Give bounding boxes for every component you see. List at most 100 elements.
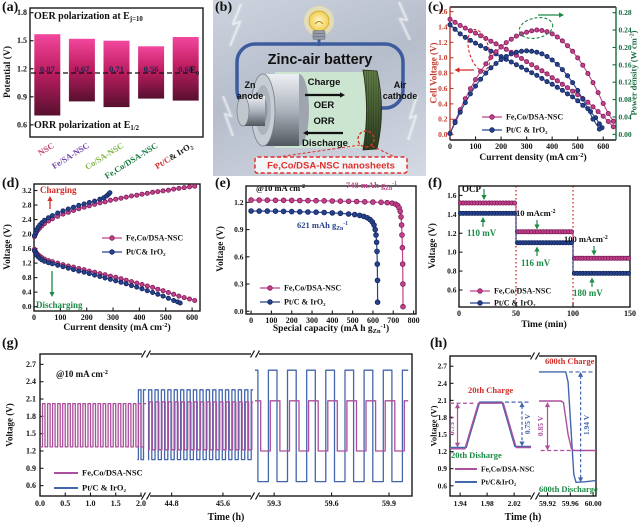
nanosheet-highlight-circle [357,130,375,148]
svg-text:1.0: 1.0 [438,53,448,62]
svg-text:2.4: 2.4 [26,377,36,386]
svg-text:0.08: 0.08 [619,95,632,104]
svg-text:1.5: 1.5 [438,430,448,439]
series-ptc-steps [457,210,631,276]
svg-text:0.9: 0.9 [26,464,36,473]
svg-text:Pt/C & IrO₂: Pt/C & IrO₂ [284,298,326,307]
lightning-decoration [220,0,420,141]
zn-anode [236,73,309,147]
panel-c-polarization-chart: (c) 0 100 200 300 400 500 600 0.0 0.2 0.4 0.6 0.8 1.0… [426,0,640,176]
svg-text:59.9: 59.9 [382,499,396,508]
svg-text:1.2: 1.2 [234,198,244,207]
feco-capacity-label: 748 mAh gZn-1 [346,180,398,192]
svg-text:300: 300 [521,142,533,151]
svg-text:0.68: 0.68 [178,64,193,74]
svg-text:Zinc-air battery: Zinc-air battery [268,52,373,68]
svg-text:1.98: 1.98 [481,499,494,508]
svg-text:1.0: 1.0 [85,499,95,508]
y-axis-title: Potential (V) [3,46,14,98]
svg-text:2.8: 2.8 [22,201,32,210]
svg-text:1.2: 1.2 [26,446,36,455]
svg-text:Discharge: Discharge [302,138,348,149]
svg-text:Pt/C & IrO₂: Pt/C & IrO₂ [506,126,548,135]
power-curves-ellipse [518,17,554,39]
svg-text:100: 100 [54,313,66,322]
panel-h-canvas: 0.6 0.9 1.2 1.5 1.8 2.1 2.4 2.7 1.94 1.98 2.02 59.9… [438,352,602,508]
svg-text:500: 500 [347,316,359,325]
svg-text:0.56: 0.56 [144,64,159,74]
svg-text:0.0: 0.0 [438,130,448,139]
panel-b-label: (b) [215,0,233,15]
light-bulb-icon [304,6,334,40]
svg-text:1.6: 1.6 [22,244,32,253]
svg-text:2.4: 2.4 [438,379,448,388]
svg-text:100: 100 [265,316,277,325]
discharging-label: Discharging [36,300,83,310]
panel-e-capacity-chart: (e) 0 100 200 300 400 500 600 700 800 0.0 0.3 0.6 0.9… [213,176,426,336]
svg-text:cathode: cathode [383,91,418,101]
svg-text:1.8: 1.8 [438,413,448,422]
svg-text:Pt/C & IrO₂: Pt/C & IrO₂ [494,299,536,308]
svg-text:0.0: 0.0 [234,307,244,316]
legend: Fe,Co/DSA-NSC Pt/C & IrO₂ [470,287,551,308]
svg-text:200: 200 [286,316,298,325]
charge-600th-label: 600th Charge [545,356,595,366]
svg-text:0: 0 [32,313,36,322]
ocp-label: OCP [462,184,481,194]
svg-text:600: 600 [367,316,379,325]
svg-text:0.8: 0.8 [438,69,448,78]
svg-text:59.92: 59.92 [539,499,556,508]
svg-text:0: 0 [457,309,461,318]
svg-text:0.04: 0.04 [619,112,632,121]
panel-f-canvas: 0 50 100 150 0.6 0.8 1.0 1.2 1.4 1.6 Fe,Co/DSA-NSC… [447,185,636,318]
svg-text:100: 100 [567,309,579,318]
series-feco-discharge-capacity [248,197,406,310]
svg-text:50: 50 [512,309,520,318]
svg-text:2.1: 2.1 [438,396,448,405]
svg-text:700: 700 [387,316,399,325]
svg-text:0.0: 0.0 [35,499,45,508]
bar [34,34,61,116]
current-density-note: @10 mA cm-2 [256,183,306,193]
x-axis-title: Time (h) [207,511,245,523]
svg-text:1.2: 1.2 [438,447,448,456]
panel-b-battery-schematic: (b) Zinc-air battery Zn anode Air cathode Char… [213,0,426,176]
svg-text:1.5: 1.5 [17,36,27,45]
ptc-capacity-label: 621 mAh gZn-1 [297,220,349,232]
svg-text:1.0: 1.0 [447,248,457,257]
svg-text:0.16: 0.16 [619,60,632,69]
svg-text:Fe,Co/DSA-NSC: Fe,Co/DSA-NSC [481,465,535,474]
svg-text:500: 500 [572,142,584,151]
series-feco-discharge [32,246,198,304]
svg-text:Fe,Co/DSA-NSC nanosheets: Fe,Co/DSA-NSC nanosheets [267,161,395,172]
svg-text:150: 150 [624,309,636,318]
discharge-20th-label: 20th Disharge [451,450,502,460]
svg-text:0.6: 0.6 [234,252,244,261]
svg-text:2.02: 2.02 [508,499,521,508]
svg-text:0.12: 0.12 [619,78,632,87]
svg-text:300: 300 [107,313,119,322]
panel-c-label: (c) [428,0,444,15]
charging-label: Charging [40,185,77,195]
current-100-label: 100 mAcm-2 [564,234,608,244]
svg-text:Fe,Co/DSA-NSC: Fe,Co/DSA-NSC [284,284,341,293]
svg-text:0.9: 0.9 [234,225,244,234]
svg-text:2.7: 2.7 [438,362,448,371]
gap-110mv-label: 110 mV [467,228,497,238]
current-density-note: @10 mA cm-2 [56,369,108,379]
svg-text:1.8: 1.8 [17,8,27,17]
svg-text:400: 400 [546,142,558,151]
svg-text:2.0: 2.0 [22,230,32,239]
svg-text:1.8: 1.8 [26,412,36,421]
gap-075-magenta: 0.75 V [447,414,457,436]
svg-text:Pt/C&IrO₂: Pt/C&IrO₂ [481,478,517,487]
x-axis-title: Special capacity (mA h gZn-1) [272,323,390,335]
svg-text:0.5: 0.5 [60,499,70,508]
discharge-600th-label: 600th Discharge [539,484,598,494]
svg-text:Fe,Co/DSA-NSC: Fe,Co/DSA-NSC [126,234,183,243]
svg-text:500: 500 [160,313,172,322]
e0-reference-label: E0 [190,65,200,77]
panel-h-label: (h) [430,336,448,351]
panel-f-label: (f) [428,176,442,191]
